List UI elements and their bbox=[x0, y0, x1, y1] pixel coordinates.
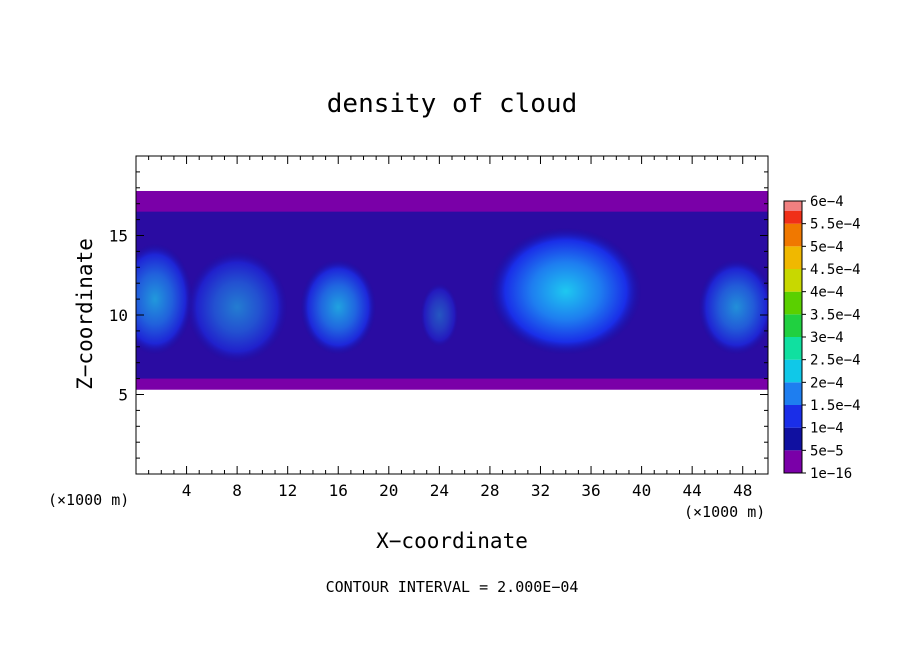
cloud-core-3 bbox=[420, 283, 459, 347]
cloud-core-0 bbox=[136, 243, 193, 355]
x-tick-label: 28 bbox=[480, 481, 499, 500]
colorbar-swatch bbox=[784, 201, 802, 211]
cloud-core-4 bbox=[489, 227, 642, 355]
x-unit-left: (×1000 m) bbox=[48, 491, 129, 509]
colorbar: 1e−16 5e−5 1e−4 1.5e−4 2e−4 2.5e−4 3e−4 3.5e−4 4… bbox=[783, 194, 861, 482]
x-tick-label: 8 bbox=[232, 481, 242, 500]
contour-interval-footer: CONTOUR INTERVAL = 2.000E−04 bbox=[326, 578, 579, 596]
colorbar-swatch bbox=[784, 269, 802, 292]
colorbar-swatch bbox=[784, 246, 802, 269]
y-axis-label: Z−coordinate bbox=[73, 238, 97, 390]
x-tick-label: 16 bbox=[329, 481, 348, 500]
cloud-core-2 bbox=[300, 259, 377, 355]
colorbar-label: 5e−4 bbox=[810, 239, 844, 255]
y-tick-label: 10 bbox=[109, 306, 128, 325]
colorbar-swatch bbox=[784, 427, 802, 451]
x-tick-label: 40 bbox=[632, 481, 651, 500]
colorbar-label: 2.5e−4 bbox=[810, 353, 861, 369]
colorbar-label: 5e−5 bbox=[810, 443, 844, 459]
colorbar-swatch bbox=[784, 337, 802, 360]
colorbar-label: 3e−4 bbox=[810, 330, 844, 346]
y-tick-label: 15 bbox=[109, 227, 128, 246]
colorbar-label: 2e−4 bbox=[810, 375, 844, 391]
colorbar-swatch bbox=[784, 223, 802, 247]
colorbar-label: 1e−4 bbox=[810, 421, 844, 437]
x-tick-label: 12 bbox=[278, 481, 297, 500]
cloud-core-5 bbox=[698, 259, 768, 355]
plot-area bbox=[136, 190, 768, 390]
colorbar-label: 1.5e−4 bbox=[810, 398, 861, 414]
colorbar-swatch bbox=[784, 405, 802, 428]
colorbar-swatch bbox=[784, 291, 802, 315]
x-unit-right: (×1000 m) bbox=[684, 503, 765, 521]
x-tick-label: 24 bbox=[430, 481, 449, 500]
x-tick-label: 20 bbox=[379, 481, 398, 500]
y-tick-label: 5 bbox=[118, 386, 128, 405]
colorbar-label: 4.5e−4 bbox=[810, 262, 861, 278]
x-tick-label: 32 bbox=[531, 481, 550, 500]
x-tick-label: 36 bbox=[581, 481, 600, 500]
colorbar-swatch bbox=[784, 450, 802, 473]
x-tick-label: 44 bbox=[683, 481, 702, 500]
colorbar-label: 4e−4 bbox=[810, 285, 844, 301]
colorbar-swatch bbox=[784, 382, 802, 405]
chart-title: density of cloud bbox=[327, 89, 577, 119]
colorbar-label: 1e−16 bbox=[810, 466, 852, 482]
x-tick-label: 48 bbox=[733, 481, 752, 500]
x-ticks: 4 8 12 16 20 24 28 32 36 40 44 48 bbox=[148, 156, 756, 500]
colorbar-label: 6e−4 bbox=[810, 194, 844, 210]
colorbar-label: 5.5e−4 bbox=[810, 217, 861, 233]
x-tick-label: 4 bbox=[182, 481, 192, 500]
colorbar-swatch bbox=[784, 314, 802, 337]
colorbar-label: 3.5e−4 bbox=[810, 307, 861, 323]
colorbar-swatch bbox=[784, 359, 802, 383]
x-axis-label: X−coordinate bbox=[376, 529, 528, 553]
y-ticks: 5 10 15 bbox=[109, 171, 768, 459]
cloud-cores bbox=[136, 227, 768, 363]
cloud-core-1 bbox=[186, 251, 288, 363]
